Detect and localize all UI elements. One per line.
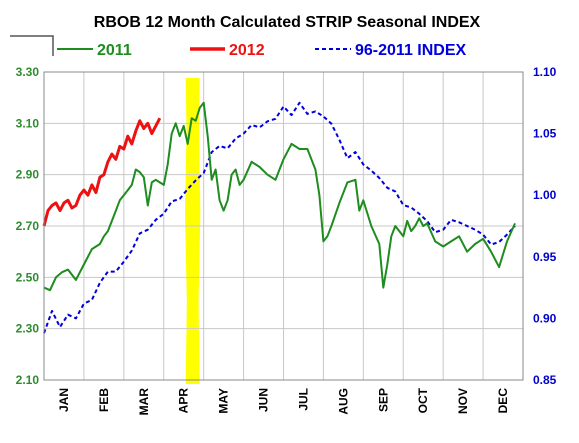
month-label: JUN (257, 388, 271, 412)
right-tick-label: 0.85 (533, 373, 557, 387)
series-line-2012 (42, 117, 162, 227)
month-label: FEB (97, 388, 111, 412)
month-label: NOV (456, 388, 470, 414)
right-tick-label: 0.95 (533, 250, 557, 264)
left-tick-label: 2.30 (16, 322, 40, 336)
series-line-96-2011-index (43, 101, 516, 334)
left-tick-label: 3.30 (16, 65, 40, 79)
legend: 2011 2012 96-2011 INDEX (57, 42, 467, 59)
month-label: DEC (496, 388, 510, 414)
right-tick-label: 1.05 (533, 127, 557, 141)
left-tick-label: 2.50 (16, 270, 40, 284)
left-tick-label: 3.10 (16, 116, 40, 130)
plot-border (43, 71, 524, 381)
month-label: MAY (217, 388, 231, 414)
left-tick-label: 2.90 (16, 168, 40, 182)
month-label: JAN (57, 388, 71, 412)
series-line-2011 (43, 101, 516, 292)
month-label: APR (177, 388, 191, 414)
month-label: OCT (416, 387, 430, 413)
right-tick-label: 1.00 (533, 188, 557, 202)
left-tick-label: 2.70 (16, 219, 40, 233)
legend-label-index: 96-2011 INDEX (355, 42, 467, 59)
month-label: AUG (336, 388, 350, 415)
highlight-band (185, 78, 201, 384)
right-tick-label: 0.90 (533, 311, 557, 325)
chart-title: RBOB 12 Month Calculated STRIP Seasonal … (94, 14, 481, 31)
right-tick-label: 1.10 (533, 65, 557, 79)
legend-label-2011: 2011 (97, 42, 132, 59)
left-tick-label: 2.10 (16, 373, 40, 387)
legend-label-2012: 2012 (229, 42, 265, 59)
corner-bracket (10, 35, 54, 56)
month-label: SEP (376, 388, 390, 412)
month-label: JUL (296, 388, 310, 411)
month-label: MAR (137, 388, 151, 416)
